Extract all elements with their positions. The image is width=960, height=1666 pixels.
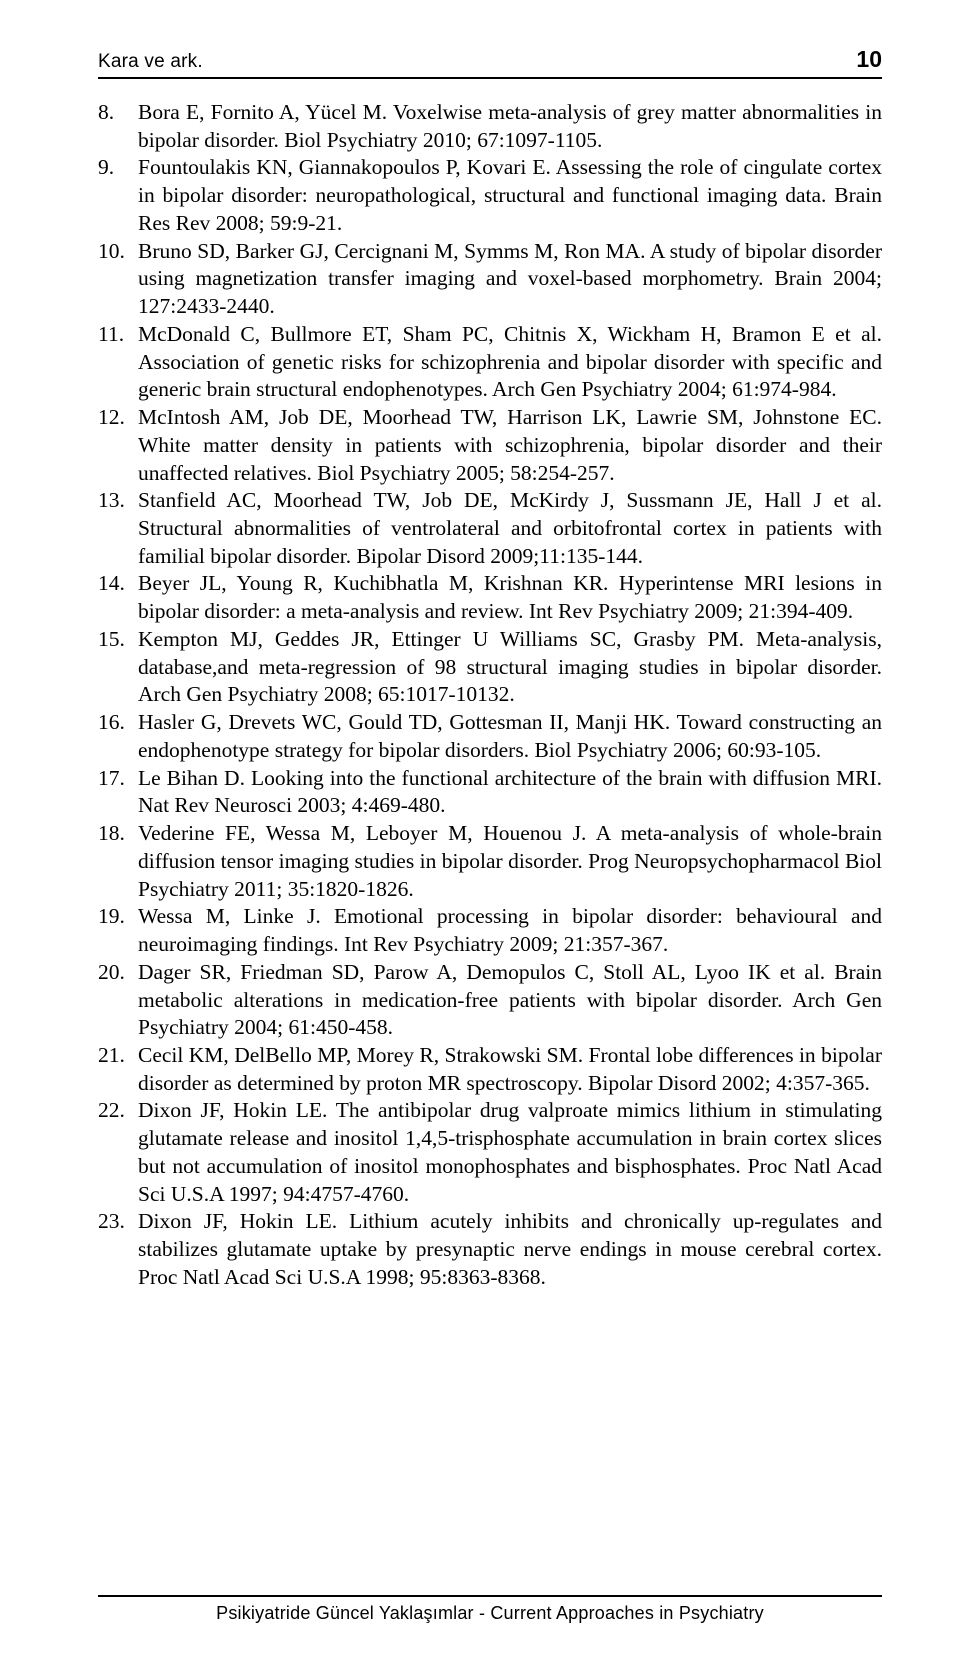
reference-number: 16. — [98, 709, 138, 764]
reference-text: Hasler G, Drevets WC, Gould TD, Gottesma… — [138, 709, 882, 764]
reference-text: Bruno SD, Barker GJ, Cercignani M, Symms… — [138, 238, 882, 321]
reference-text: Kempton MJ, Geddes JR, Ettinger U Willia… — [138, 626, 882, 709]
reference-number: 18. — [98, 820, 138, 903]
reference-number: 10. — [98, 238, 138, 321]
reference-item: 19.Wessa M, Linke J. Emotional processin… — [98, 903, 882, 958]
reference-item: 17.Le Bihan D. Looking into the function… — [98, 765, 882, 820]
reference-number: 11. — [98, 321, 138, 404]
reference-number: 13. — [98, 487, 138, 570]
footer-text: Psikiyatride Güncel Yaklaşımlar - Curren… — [98, 1603, 882, 1624]
reference-text: Wessa M, Linke J. Emotional processing i… — [138, 903, 882, 958]
reference-text: Le Bihan D. Looking into the functional … — [138, 765, 882, 820]
reference-number: 9. — [98, 154, 138, 237]
reference-item: 21.Cecil KM, DelBello MP, Morey R, Strak… — [98, 1042, 882, 1097]
header-authors: Kara ve ark. — [98, 51, 203, 73]
reference-number: 20. — [98, 959, 138, 1042]
reference-number: 17. — [98, 765, 138, 820]
reference-number: 21. — [98, 1042, 138, 1097]
reference-number: 15. — [98, 626, 138, 709]
reference-item: 22.Dixon JF, Hokin LE. The antibipolar d… — [98, 1097, 882, 1208]
reference-list: 8.Bora E, Fornito A, Yücel M. Voxelwise … — [98, 99, 882, 1292]
reference-text: Dixon JF, Hokin LE. The antibipolar drug… — [138, 1097, 882, 1208]
reference-text: Stanfield AC, Moorhead TW, Job DE, McKir… — [138, 487, 882, 570]
reference-item: 18.Vederine FE, Wessa M, Leboyer M, Houe… — [98, 820, 882, 903]
reference-number: 22. — [98, 1097, 138, 1208]
reference-item: 12.McIntosh AM, Job DE, Moorhead TW, Har… — [98, 404, 882, 487]
reference-item: 9.Fountoulakis KN, Giannakopoulos P, Kov… — [98, 154, 882, 237]
page-number: 10 — [856, 46, 882, 73]
reference-item: 14.Beyer JL, Young R, Kuchibhatla M, Kri… — [98, 570, 882, 625]
reference-text: Vederine FE, Wessa M, Leboyer M, Houenou… — [138, 820, 882, 903]
page-header: Kara ve ark. 10 — [98, 46, 882, 73]
reference-text: Dixon JF, Hokin LE. Lithium acutely inhi… — [138, 1208, 882, 1291]
reference-number: 12. — [98, 404, 138, 487]
reference-item: 23.Dixon JF, Hokin LE. Lithium acutely i… — [98, 1208, 882, 1291]
reference-text: Bora E, Fornito A, Yücel M. Voxelwise me… — [138, 99, 882, 154]
reference-item: 20.Dager SR, Friedman SD, Parow A, Demop… — [98, 959, 882, 1042]
reference-number: 14. — [98, 570, 138, 625]
reference-text: Fountoulakis KN, Giannakopoulos P, Kovar… — [138, 154, 882, 237]
reference-item: 13.Stanfield AC, Moorhead TW, Job DE, Mc… — [98, 487, 882, 570]
reference-text: McIntosh AM, Job DE, Moorhead TW, Harris… — [138, 404, 882, 487]
header-rule — [98, 77, 882, 79]
reference-item: 10.Bruno SD, Barker GJ, Cercignani M, Sy… — [98, 238, 882, 321]
reference-text: Cecil KM, DelBello MP, Morey R, Strakows… — [138, 1042, 882, 1097]
reference-item: 16.Hasler G, Drevets WC, Gould TD, Gotte… — [98, 709, 882, 764]
reference-item: 11.McDonald C, Bullmore ET, Sham PC, Chi… — [98, 321, 882, 404]
reference-number: 19. — [98, 903, 138, 958]
reference-number: 23. — [98, 1208, 138, 1291]
reference-text: McDonald C, Bullmore ET, Sham PC, Chitni… — [138, 321, 882, 404]
reference-item: 8.Bora E, Fornito A, Yücel M. Voxelwise … — [98, 99, 882, 154]
page-footer: Psikiyatride Güncel Yaklaşımlar - Curren… — [98, 1595, 882, 1624]
footer-rule — [98, 1595, 882, 1597]
reference-text: Beyer JL, Young R, Kuchibhatla M, Krishn… — [138, 570, 882, 625]
reference-item: 15.Kempton MJ, Geddes JR, Ettinger U Wil… — [98, 626, 882, 709]
reference-number: 8. — [98, 99, 138, 154]
reference-text: Dager SR, Friedman SD, Parow A, Demopulo… — [138, 959, 882, 1042]
